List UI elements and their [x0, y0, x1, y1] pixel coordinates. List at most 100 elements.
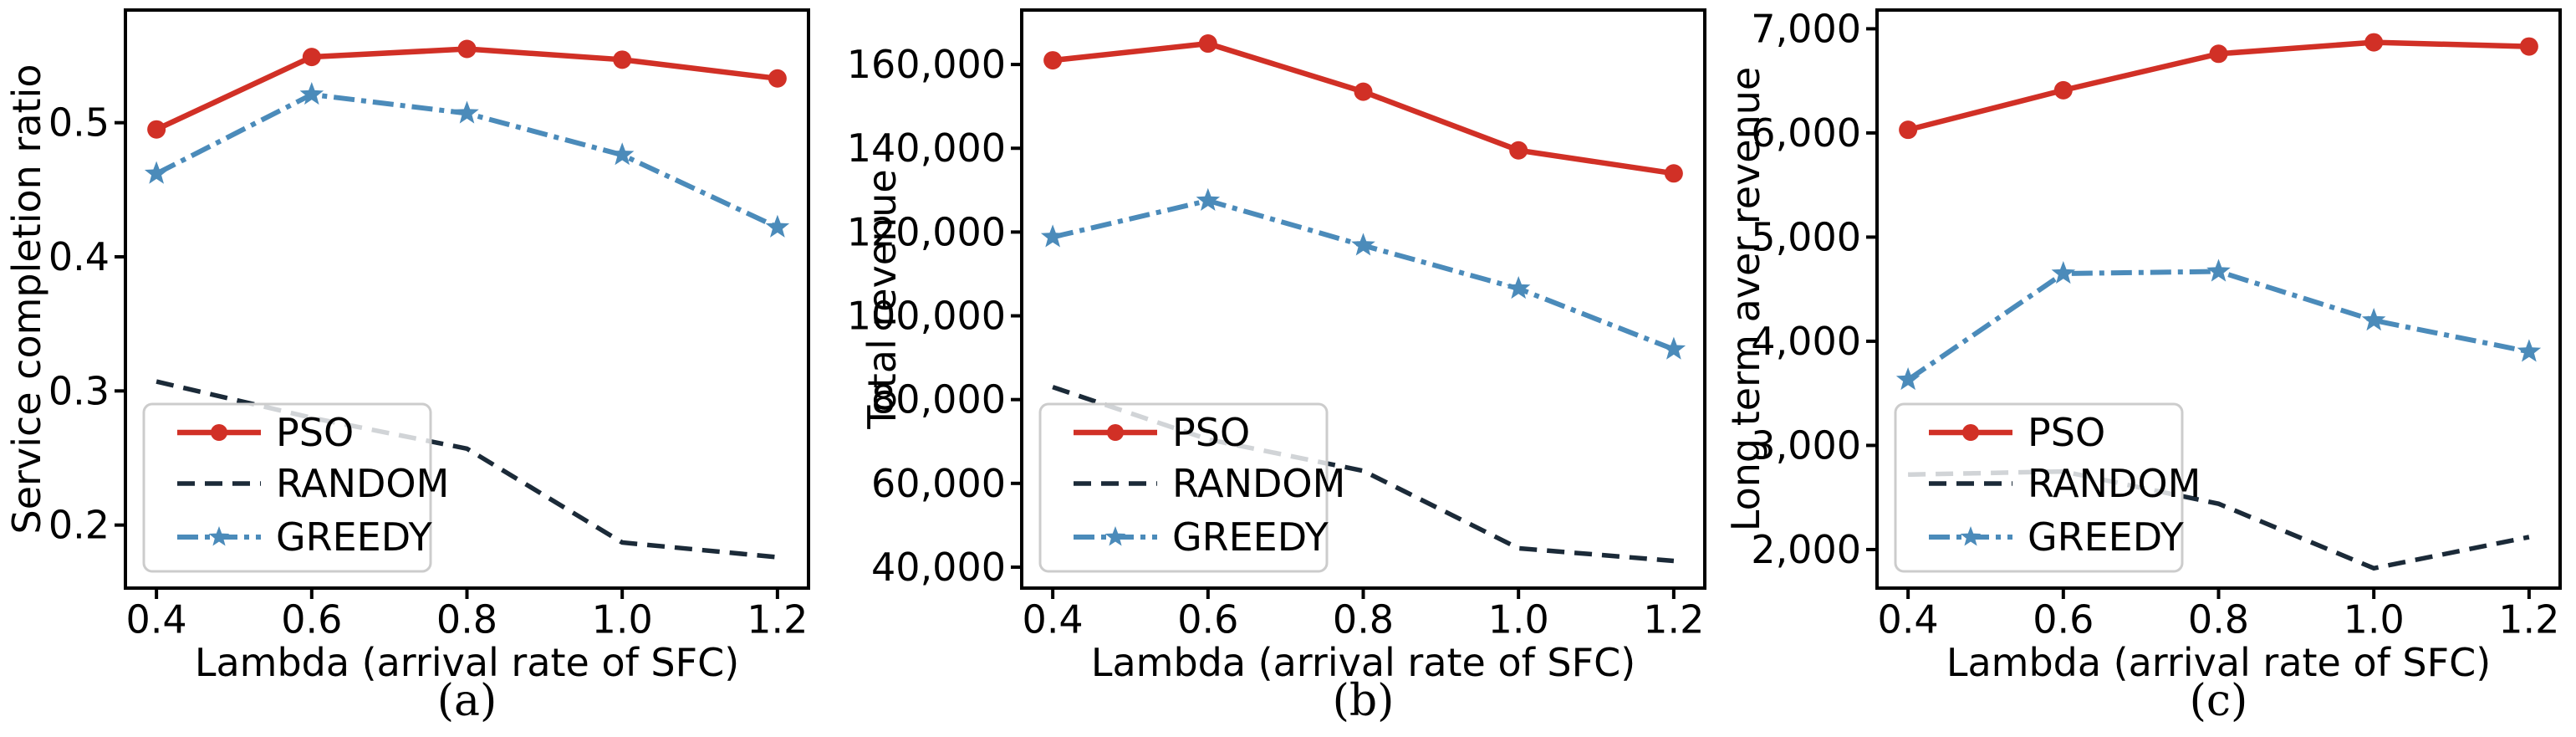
series-marker-greedy [1895, 367, 1921, 391]
y-axis-label: Total revenue [860, 169, 905, 429]
series-marker-pso [2519, 37, 2538, 56]
series-marker-pso [613, 50, 632, 69]
series-marker-pso [2364, 33, 2384, 52]
x-tick-label: 1.2 [1643, 596, 1704, 642]
y-tick-label: 60,000 [871, 461, 1006, 506]
x-tick-label: 0.8 [2188, 596, 2249, 642]
series-marker-greedy [2517, 339, 2542, 362]
legend-label-greedy: GREEDY [1172, 514, 1329, 560]
x-tick-label: 0.6 [1177, 596, 1238, 642]
y-tick-label: 2,000 [1751, 527, 1861, 572]
series-marker-greedy [455, 100, 479, 124]
series-marker-greedy [299, 82, 324, 105]
y-tick-label: 0.4 [48, 234, 110, 279]
series-marker-greedy [1661, 336, 1686, 360]
legend-marker-pso [1107, 424, 1124, 441]
y-axis-label: Long term aver revenue [1723, 67, 1768, 531]
series-marker-pso [1899, 120, 1918, 140]
y-axis-label: Service completion ratio [4, 64, 49, 535]
x-tick-label: 0.8 [436, 596, 497, 642]
series-marker-pso [1509, 141, 1528, 160]
series-marker-pso [1043, 51, 1063, 70]
y-tick-label: 0.5 [48, 100, 110, 146]
x-tick-label: 1.0 [1488, 596, 1549, 642]
x-tick-label: 1.0 [2344, 596, 2405, 642]
x-tick-label: 1.0 [592, 596, 653, 642]
series-marker-greedy [610, 142, 635, 166]
x-axis-label: Lambda (arrival rate of SFC) [1091, 640, 1635, 685]
series-marker-pso [2053, 80, 2073, 100]
legend-marker-pso [211, 424, 227, 441]
series-line-greedy [1052, 197, 1675, 352]
x-tick-label: 0.4 [1878, 596, 1939, 642]
x-axis-label: Lambda (arrival rate of SFC) [1946, 640, 2491, 685]
legend-label-pso: PSO [276, 410, 354, 455]
y-tick-label: 0.2 [48, 503, 110, 548]
legend-marker-greedy [208, 526, 230, 546]
x-tick-label: 0.6 [2033, 596, 2094, 642]
legend-label-pso: PSO [2028, 410, 2105, 455]
legend-label-random: RANDOM [2028, 461, 2201, 506]
panel-caption: (a) [437, 676, 497, 726]
y-tick-label: 160,000 [847, 42, 1006, 87]
series-marker-pso [147, 120, 166, 139]
y-tick-label: 7,000 [1751, 6, 1861, 51]
series-marker-greedy [1506, 276, 1531, 299]
legend-label-pso: PSO [1172, 410, 1250, 455]
y-tick-label: 4,000 [1751, 319, 1861, 364]
series-marker-pso [1354, 82, 1373, 101]
series-line-random [1908, 468, 2530, 571]
series-marker-greedy [2206, 258, 2231, 282]
legend-label-greedy: GREEDY [276, 514, 433, 560]
legend-marker-greedy [1960, 526, 1982, 546]
series-line-pso [1052, 40, 1675, 177]
x-axis-label: Lambda (arrival rate of SFC) [195, 640, 739, 685]
x-tick-label: 0.4 [1023, 596, 1084, 642]
y-tick-label: 3,000 [1751, 422, 1861, 468]
y-tick-label: 140,000 [847, 125, 1006, 171]
series-line-random [156, 379, 778, 560]
series-marker-greedy [2361, 308, 2386, 331]
x-tick-label: 1.2 [2498, 596, 2559, 642]
series-marker-pso [2209, 44, 2228, 64]
series-line-greedy [1906, 269, 2530, 382]
y-tick-label: 0.3 [48, 368, 110, 413]
legend-label-random: RANDOM [276, 461, 449, 506]
x-tick-label: 0.4 [126, 596, 187, 642]
series-marker-greedy [1040, 224, 1065, 248]
y-tick-label: 40,000 [871, 545, 1006, 590]
y-tick-label: 120,000 [847, 209, 1006, 254]
series-marker-greedy [1196, 187, 1221, 211]
legend-marker-pso [1962, 424, 1979, 441]
series-marker-pso [768, 69, 787, 88]
chart-panel-a: 0.2 0.3 0.4 0.5 0.4 0.6 0.8 1.0 1.2 PSO RANDOM GREE… [4, 8, 810, 726]
legend-label-random: RANDOM [1172, 461, 1345, 506]
series-marker-greedy [2051, 261, 2076, 284]
series-marker-pso [1198, 34, 1217, 54]
legend-box [1038, 402, 1329, 573]
panel-caption: (c) [2190, 676, 2248, 726]
legend-marker-greedy [1104, 526, 1126, 546]
x-tick-label: 0.6 [281, 596, 342, 642]
y-tick-label: 5,000 [1751, 214, 1861, 259]
y-tick-label: 100,000 [847, 294, 1006, 339]
legend: PSO RANDOM GREEDY [1038, 402, 1345, 573]
y-tick-label: 6,000 [1751, 110, 1861, 156]
panel-caption: (b) [1333, 676, 1395, 726]
series-marker-pso [302, 48, 321, 67]
chart-panel-b: 40,000 60,000 80,000 100,000 120,000 140,000 1… [847, 8, 1706, 726]
series-marker-greedy [144, 161, 169, 184]
legend-box [1894, 402, 2184, 573]
y-tick-label: 80,000 [871, 377, 1006, 422]
legend: PSO RANDOM GREEDY [142, 402, 449, 573]
legend: PSO RANDOM GREEDY [1894, 402, 2201, 573]
x-tick-label: 0.8 [1333, 596, 1394, 642]
chart-panel-c: 2,000 3,000 4,000 5,000 6,000 7,000 0.4 0.6 0.8 1… [1723, 6, 2562, 726]
series-marker-pso [457, 39, 477, 59]
series-marker-greedy [765, 214, 790, 238]
series-marker-greedy [1351, 233, 1375, 256]
x-tick-label: 1.2 [747, 596, 808, 642]
legend-label-greedy: GREEDY [2028, 514, 2185, 560]
